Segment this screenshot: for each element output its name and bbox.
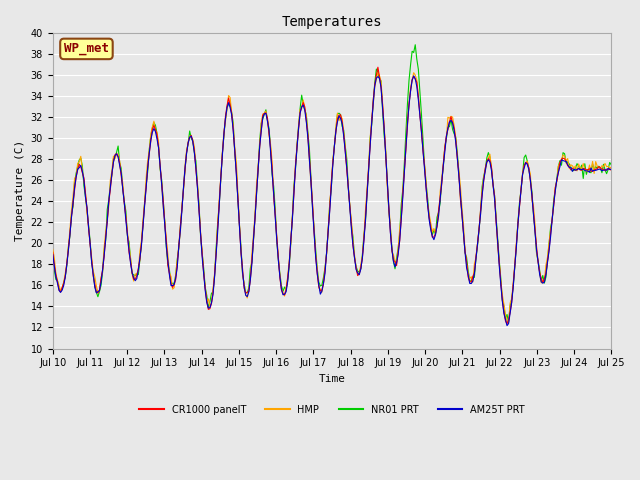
Y-axis label: Temperature (C): Temperature (C) xyxy=(15,140,25,241)
CR1000 panelT xyxy=(49,250,56,255)
NR01 PRT xyxy=(412,42,419,48)
NR01 PRT xyxy=(579,176,587,181)
NR01 PRT xyxy=(505,319,513,325)
HMP xyxy=(505,319,513,325)
NR01 PRT xyxy=(607,162,615,168)
NR01 PRT xyxy=(216,202,223,208)
HMP xyxy=(374,70,381,75)
HMP xyxy=(234,191,242,197)
CR1000 panelT xyxy=(234,196,242,202)
NR01 PRT xyxy=(234,197,242,203)
AM25T PRT xyxy=(117,170,125,176)
NR01 PRT xyxy=(49,248,56,254)
Text: WP_met: WP_met xyxy=(64,42,109,55)
NR01 PRT xyxy=(243,290,251,296)
CR1000 panelT xyxy=(117,173,125,179)
Line: HMP: HMP xyxy=(52,72,611,322)
HMP xyxy=(117,170,125,176)
HMP xyxy=(243,295,251,301)
CR1000 panelT xyxy=(503,321,511,327)
CR1000 panelT xyxy=(216,201,223,206)
AM25T PRT xyxy=(503,323,511,328)
Title: Temperatures: Temperatures xyxy=(282,15,382,29)
AM25T PRT xyxy=(216,202,223,208)
AM25T PRT xyxy=(234,196,242,202)
CR1000 panelT xyxy=(243,289,251,295)
NR01 PRT xyxy=(293,142,301,147)
AM25T PRT xyxy=(607,167,615,172)
HMP xyxy=(216,196,223,202)
CR1000 panelT xyxy=(293,143,301,149)
HMP xyxy=(49,247,56,252)
AM25T PRT xyxy=(243,294,251,300)
AM25T PRT xyxy=(579,166,587,172)
Line: AM25T PRT: AM25T PRT xyxy=(52,76,611,325)
HMP xyxy=(579,161,587,167)
X-axis label: Time: Time xyxy=(319,374,346,384)
AM25T PRT xyxy=(293,145,301,151)
NR01 PRT xyxy=(117,166,125,171)
CR1000 panelT xyxy=(579,166,587,171)
CR1000 panelT xyxy=(607,168,615,173)
HMP xyxy=(607,164,615,170)
HMP xyxy=(293,144,301,150)
Line: CR1000 panelT: CR1000 panelT xyxy=(52,67,611,324)
AM25T PRT xyxy=(49,252,56,257)
CR1000 panelT xyxy=(374,64,381,70)
Line: NR01 PRT: NR01 PRT xyxy=(52,45,611,322)
AM25T PRT xyxy=(410,73,417,79)
Legend: CR1000 panelT, HMP, NR01 PRT, AM25T PRT: CR1000 panelT, HMP, NR01 PRT, AM25T PRT xyxy=(136,401,529,419)
